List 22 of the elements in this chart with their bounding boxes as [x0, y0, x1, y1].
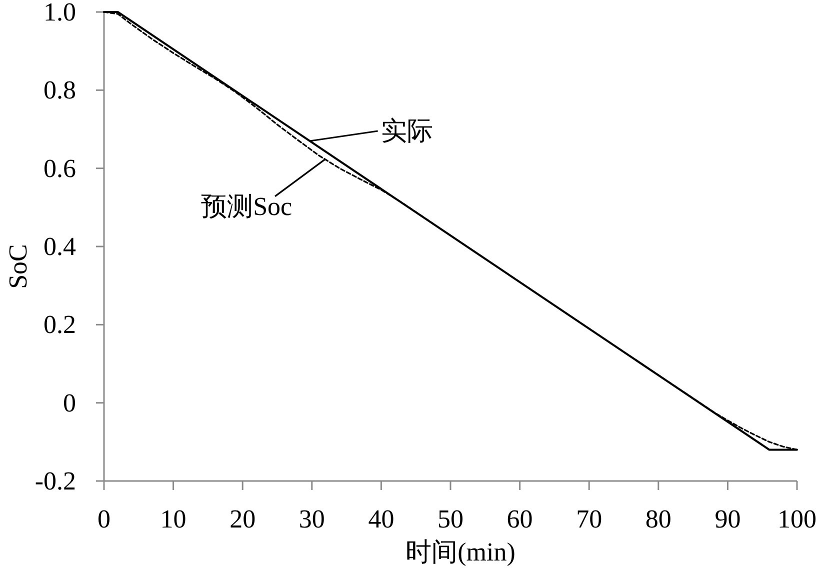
x-tick-label: 100	[778, 504, 816, 534]
y-axis-title: SoC	[4, 244, 32, 289]
y-tick-label: -0.2	[34, 466, 76, 496]
y-tick-label: 0.8	[44, 76, 76, 105]
x-axis-title: 时间(min)	[406, 538, 516, 566]
x-tick-label: 60	[506, 504, 533, 534]
y-tick-label: 0.4	[44, 232, 76, 261]
x-tick-label: 0	[98, 504, 110, 534]
x-tick-label: 30	[298, 504, 325, 534]
y-tick-label: 0.6	[44, 154, 76, 183]
y-tick-label: 0	[63, 388, 76, 418]
x-tick-label: 70	[576, 504, 602, 534]
series-label: 预测Soc	[201, 192, 292, 221]
x-tick-label: 40	[368, 504, 394, 534]
legend-label: 实际	[380, 116, 433, 146]
y-tick-label: 0.2	[44, 310, 76, 340]
x-tick-label: 10	[160, 504, 186, 534]
y-tick-label: 1.0	[44, 0, 76, 26]
x-tick-label: 80	[645, 504, 672, 534]
x-tick-label: 20	[230, 504, 256, 534]
x-tick-label: 90	[714, 504, 741, 534]
x-tick-label: 50	[438, 504, 464, 534]
